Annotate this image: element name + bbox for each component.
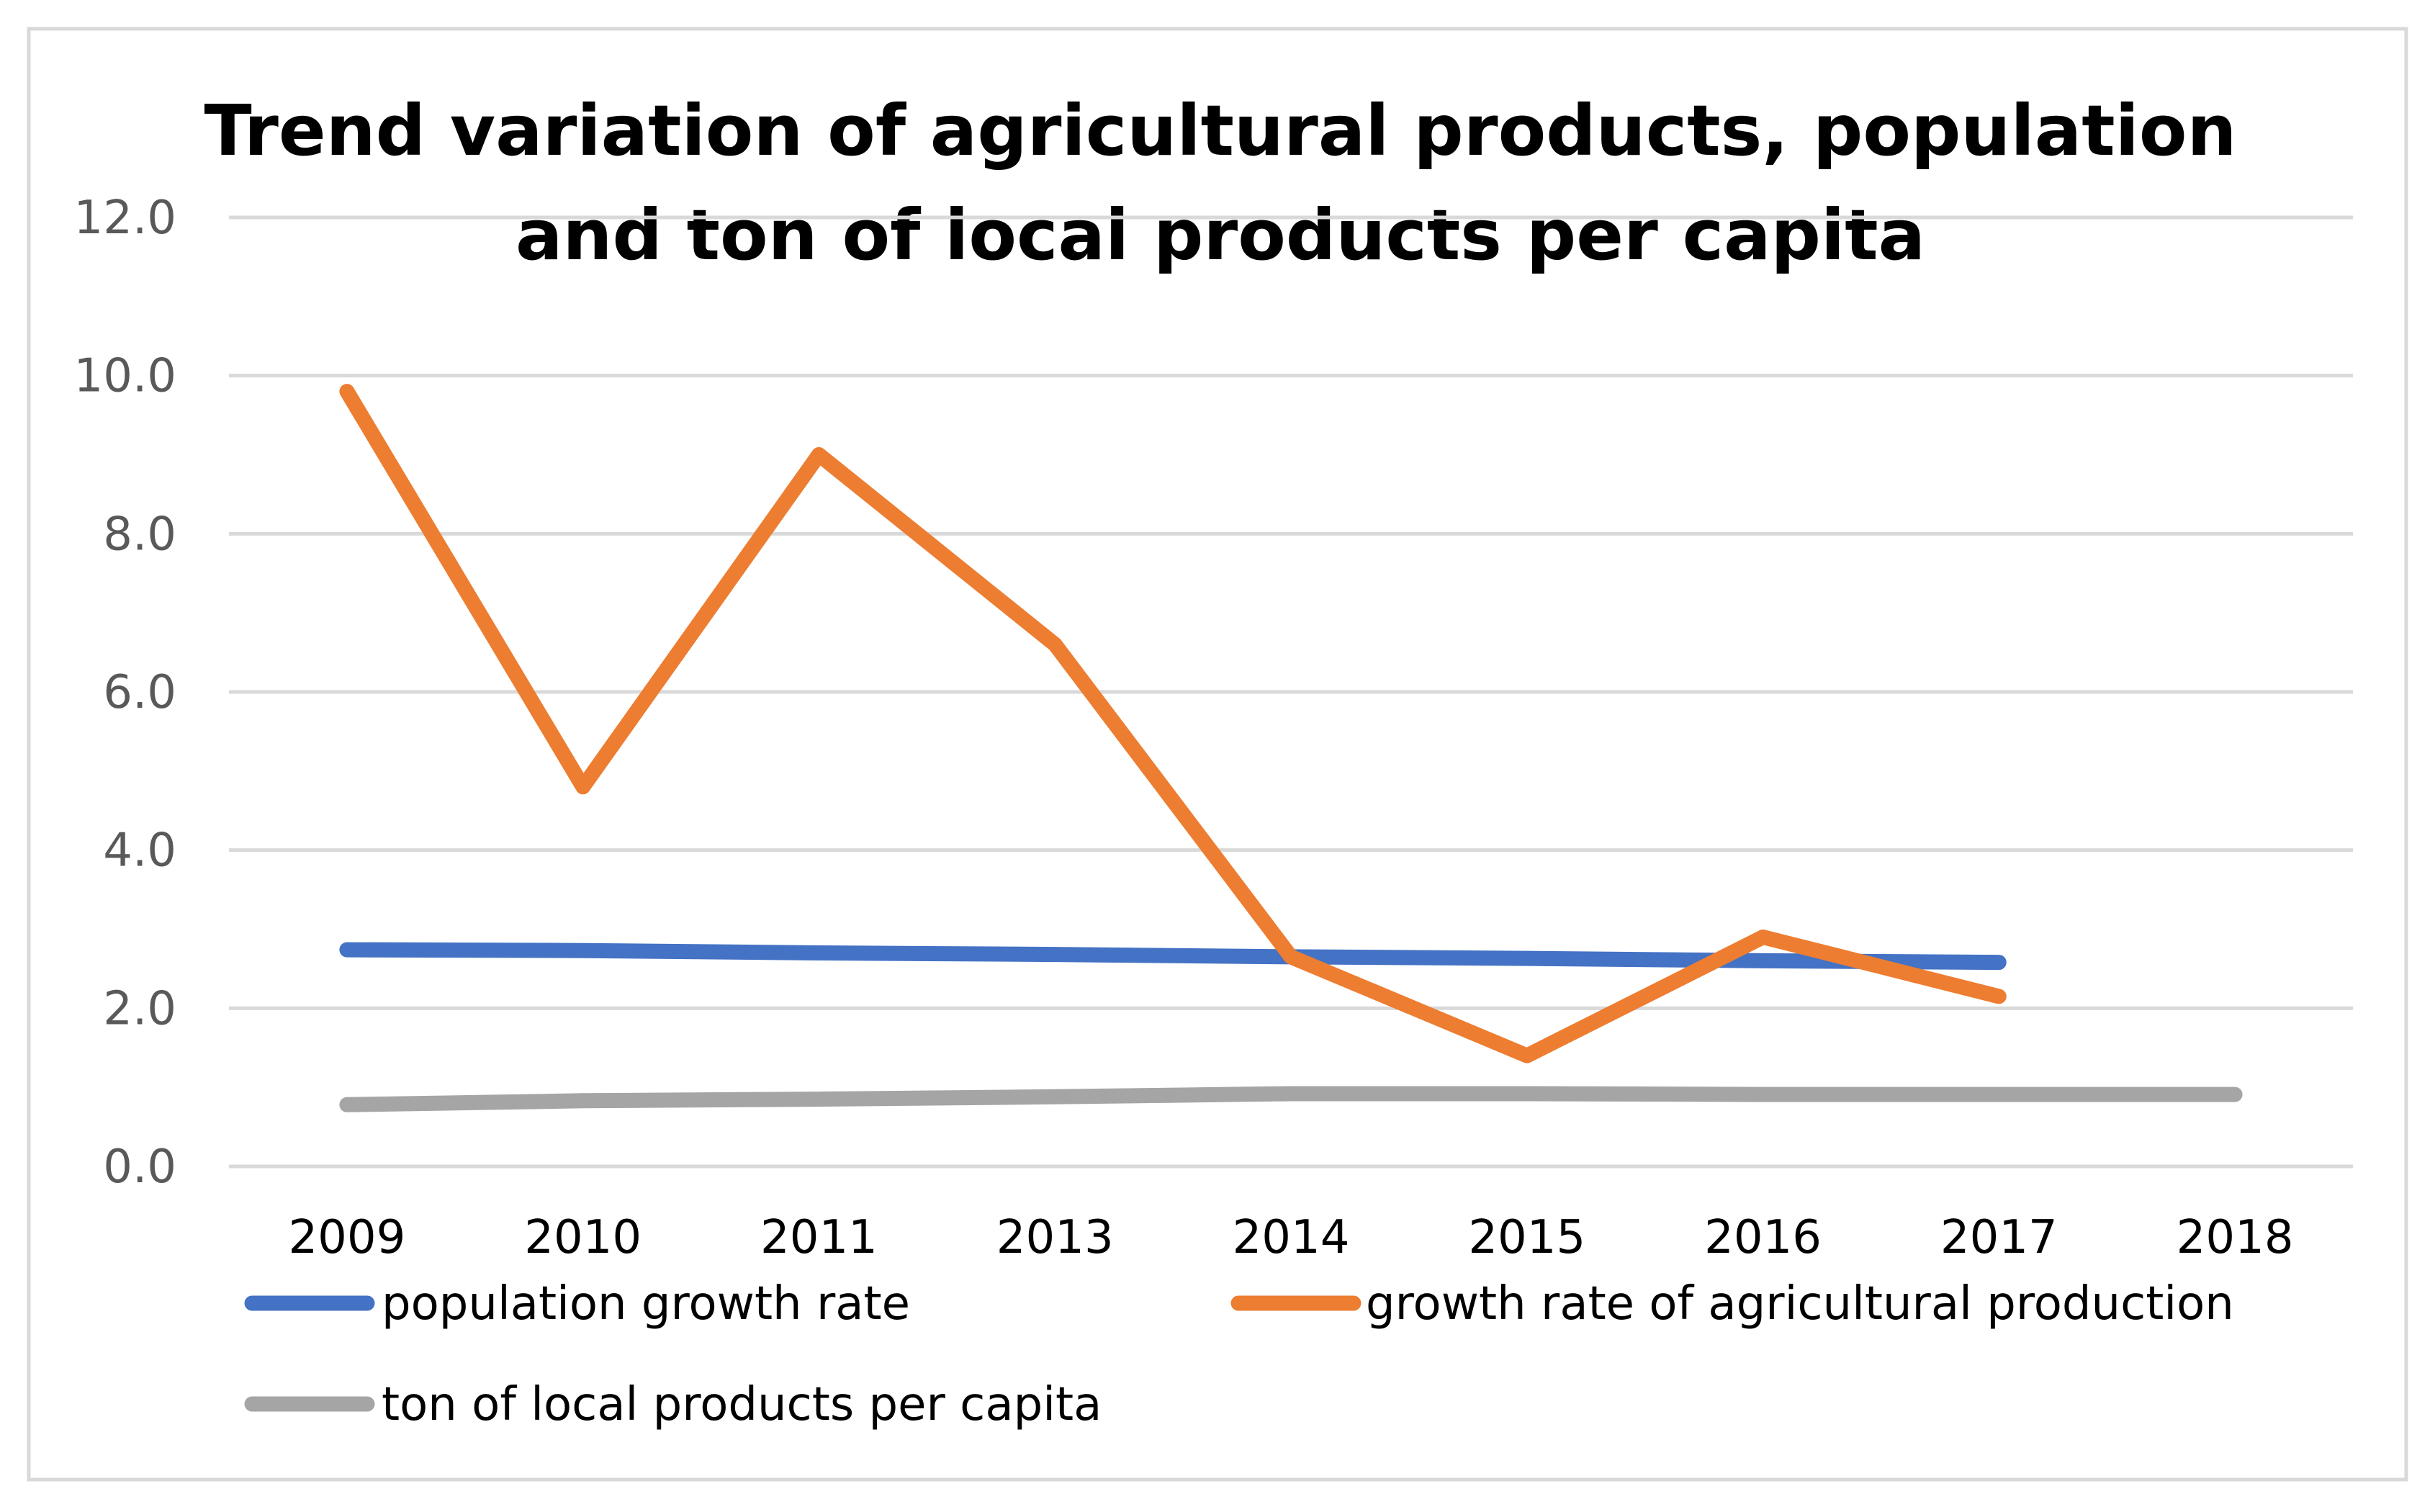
x-axis-ticks: 2009 2010 2011 2013 2014 2015 2016 2017 2018 bbox=[288, 1211, 2293, 1264]
y-tick-label: 12.0 bbox=[74, 192, 177, 245]
x-tick-label: 2017 bbox=[1940, 1211, 2058, 1264]
series-lines bbox=[339, 384, 2243, 1112]
x-tick-label: 2011 bbox=[760, 1211, 878, 1264]
y-tick-label: 2.0 bbox=[103, 982, 176, 1035]
y-tick-label: 4.0 bbox=[103, 824, 176, 878]
chart-title-line-2: and ton of local products per capita bbox=[516, 194, 1925, 276]
x-tick-label: 2016 bbox=[1704, 1211, 1822, 1264]
chart-border bbox=[27, 27, 2408, 1482]
legend-label-2: ton of local products per capita bbox=[382, 1378, 1102, 1431]
x-tick-label: 2013 bbox=[996, 1211, 1114, 1264]
chart-title-line-1: Trend variation of agricultural products… bbox=[204, 90, 2236, 171]
legend-label-0: population growth rate bbox=[382, 1277, 910, 1331]
y-tick-label: 0.0 bbox=[103, 1140, 176, 1194]
x-tick-label: 2009 bbox=[288, 1211, 405, 1264]
legend: population growth rate growth rate of agr… bbox=[244, 1277, 2234, 1431]
x-tick-label: 2018 bbox=[2177, 1211, 2294, 1264]
y-tick-label: 8.0 bbox=[103, 508, 176, 561]
x-tick-label: 2014 bbox=[1233, 1211, 1350, 1264]
y-axis-ticks: 0.0 2.0 4.0 6.0 8.0 10.0 12.0 bbox=[74, 192, 177, 1194]
series-line-2 bbox=[339, 1086, 2243, 1112]
x-tick-label: 2015 bbox=[1468, 1211, 1585, 1264]
y-tick-label: 10.0 bbox=[74, 350, 177, 403]
y-tick-label: 6.0 bbox=[103, 666, 176, 719]
series-line-1 bbox=[339, 384, 2007, 1063]
gridlines bbox=[229, 215, 2353, 1169]
legend-label-1: growth rate of agricultural production bbox=[1366, 1277, 2234, 1331]
x-tick-label: 2010 bbox=[524, 1211, 642, 1264]
